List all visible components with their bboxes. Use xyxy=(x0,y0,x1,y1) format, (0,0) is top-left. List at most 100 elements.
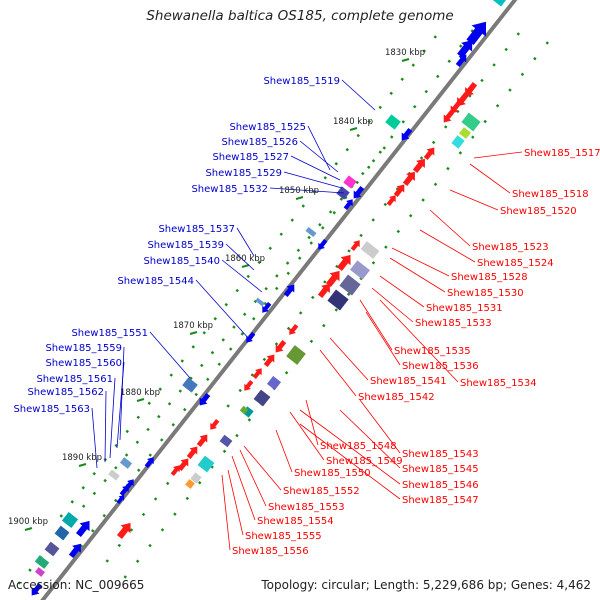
track-tick xyxy=(171,423,175,427)
gene-arrow xyxy=(246,331,256,343)
leader-line-right xyxy=(365,311,401,366)
gene-label-right: Shew185_1531 xyxy=(426,303,503,314)
track-tick xyxy=(148,543,152,548)
gene-arrow xyxy=(465,81,478,97)
track-tick xyxy=(307,235,311,240)
track-tick xyxy=(232,325,236,329)
track-tick xyxy=(328,210,333,214)
leader-line-left xyxy=(269,187,345,194)
track-tick xyxy=(309,241,313,245)
ruler-tick xyxy=(189,331,198,335)
gene-block xyxy=(490,0,506,7)
leader-line-right xyxy=(449,189,499,211)
track-tick xyxy=(136,415,140,420)
gene-label-left: Shew185_1561 xyxy=(36,374,113,385)
leader-line-right xyxy=(339,409,401,469)
track-tick xyxy=(105,559,109,563)
track-tick xyxy=(309,339,314,344)
track-tick xyxy=(520,72,525,77)
gene-arrow xyxy=(196,434,208,448)
track-tick xyxy=(339,197,344,201)
track-tick xyxy=(311,295,315,300)
gene-label-right: Shew185_1554 xyxy=(257,516,334,527)
gene-block xyxy=(305,226,317,238)
track-tick xyxy=(483,119,487,124)
track-tick xyxy=(413,104,417,109)
track-tick xyxy=(447,59,451,63)
gene-label-right: Shew185_1541 xyxy=(370,376,447,387)
gene-arrow xyxy=(343,199,353,211)
gene-arrow xyxy=(177,458,189,472)
track-tick xyxy=(103,478,107,483)
track-tick xyxy=(160,528,165,532)
leader-line-right xyxy=(239,449,267,507)
ruler-label: 1840 kbp xyxy=(333,117,373,127)
track-tick xyxy=(229,347,233,351)
gene-arrow xyxy=(31,582,43,596)
track-tick xyxy=(346,292,351,296)
track-tick xyxy=(495,104,500,108)
track-tick xyxy=(210,465,214,469)
gene-label-left: Shew185_1563 xyxy=(13,404,90,415)
gene-arrow xyxy=(336,254,351,272)
track-tick xyxy=(356,133,360,138)
track-tick xyxy=(371,159,376,163)
gene-label-left: Shew185_1540 xyxy=(143,256,220,267)
gene-label-right: Shew185_1547 xyxy=(402,495,479,506)
track-tick xyxy=(504,47,508,52)
track-tick xyxy=(401,120,405,124)
track-tick xyxy=(124,453,129,457)
leader-line-right xyxy=(469,163,511,194)
leader-line-right xyxy=(389,257,446,293)
track-tick xyxy=(221,338,225,342)
gene-block xyxy=(255,297,265,307)
track-tick xyxy=(183,407,187,412)
track-tick xyxy=(367,165,371,169)
track-tick xyxy=(378,105,382,110)
track-tick xyxy=(285,261,290,265)
track-tick xyxy=(516,32,520,36)
gene-block xyxy=(197,455,215,473)
leader-line-right xyxy=(305,399,319,446)
gene-arrow xyxy=(401,127,413,141)
leader-line-right xyxy=(473,151,523,159)
track-tick xyxy=(286,271,290,276)
gene-arrow xyxy=(144,457,154,469)
gene-block xyxy=(286,345,306,365)
track-tick xyxy=(395,187,400,191)
ruler-label: 1880 kbp xyxy=(120,388,160,398)
leader-line-left xyxy=(195,279,251,341)
track-tick xyxy=(268,246,272,250)
gene-block xyxy=(350,260,370,280)
gene-arrow xyxy=(68,543,81,559)
track-tick xyxy=(59,514,63,518)
leader-line-right xyxy=(379,299,459,383)
leader-line-right xyxy=(319,349,357,397)
ruler-tick xyxy=(136,398,145,402)
gene-arrow xyxy=(244,379,254,391)
leader-line-left xyxy=(149,331,191,379)
track-tick xyxy=(141,512,146,517)
leader-line-left xyxy=(299,140,339,173)
track-tick xyxy=(275,286,279,291)
gene-arrow xyxy=(423,147,435,161)
gene-label-right: Shew185_1545 xyxy=(402,464,479,475)
track-tick xyxy=(446,166,450,171)
gene-arrow xyxy=(283,284,295,298)
track-tick xyxy=(137,468,141,472)
track-tick xyxy=(146,427,150,432)
track-tick xyxy=(468,94,472,98)
leader-line-right xyxy=(227,469,244,536)
gene-label-right: Shew185_1533 xyxy=(415,318,492,329)
gene-block xyxy=(360,241,380,259)
track-tick xyxy=(246,274,250,279)
track-tick xyxy=(167,402,172,406)
gene-label-right: Shew185_1552 xyxy=(283,486,360,497)
track-tick xyxy=(92,471,96,476)
leader-line-left xyxy=(307,125,331,171)
gene-label-left: Shew185_1560 xyxy=(45,358,122,369)
gene-arrow xyxy=(325,270,340,288)
gene-block xyxy=(44,541,60,557)
